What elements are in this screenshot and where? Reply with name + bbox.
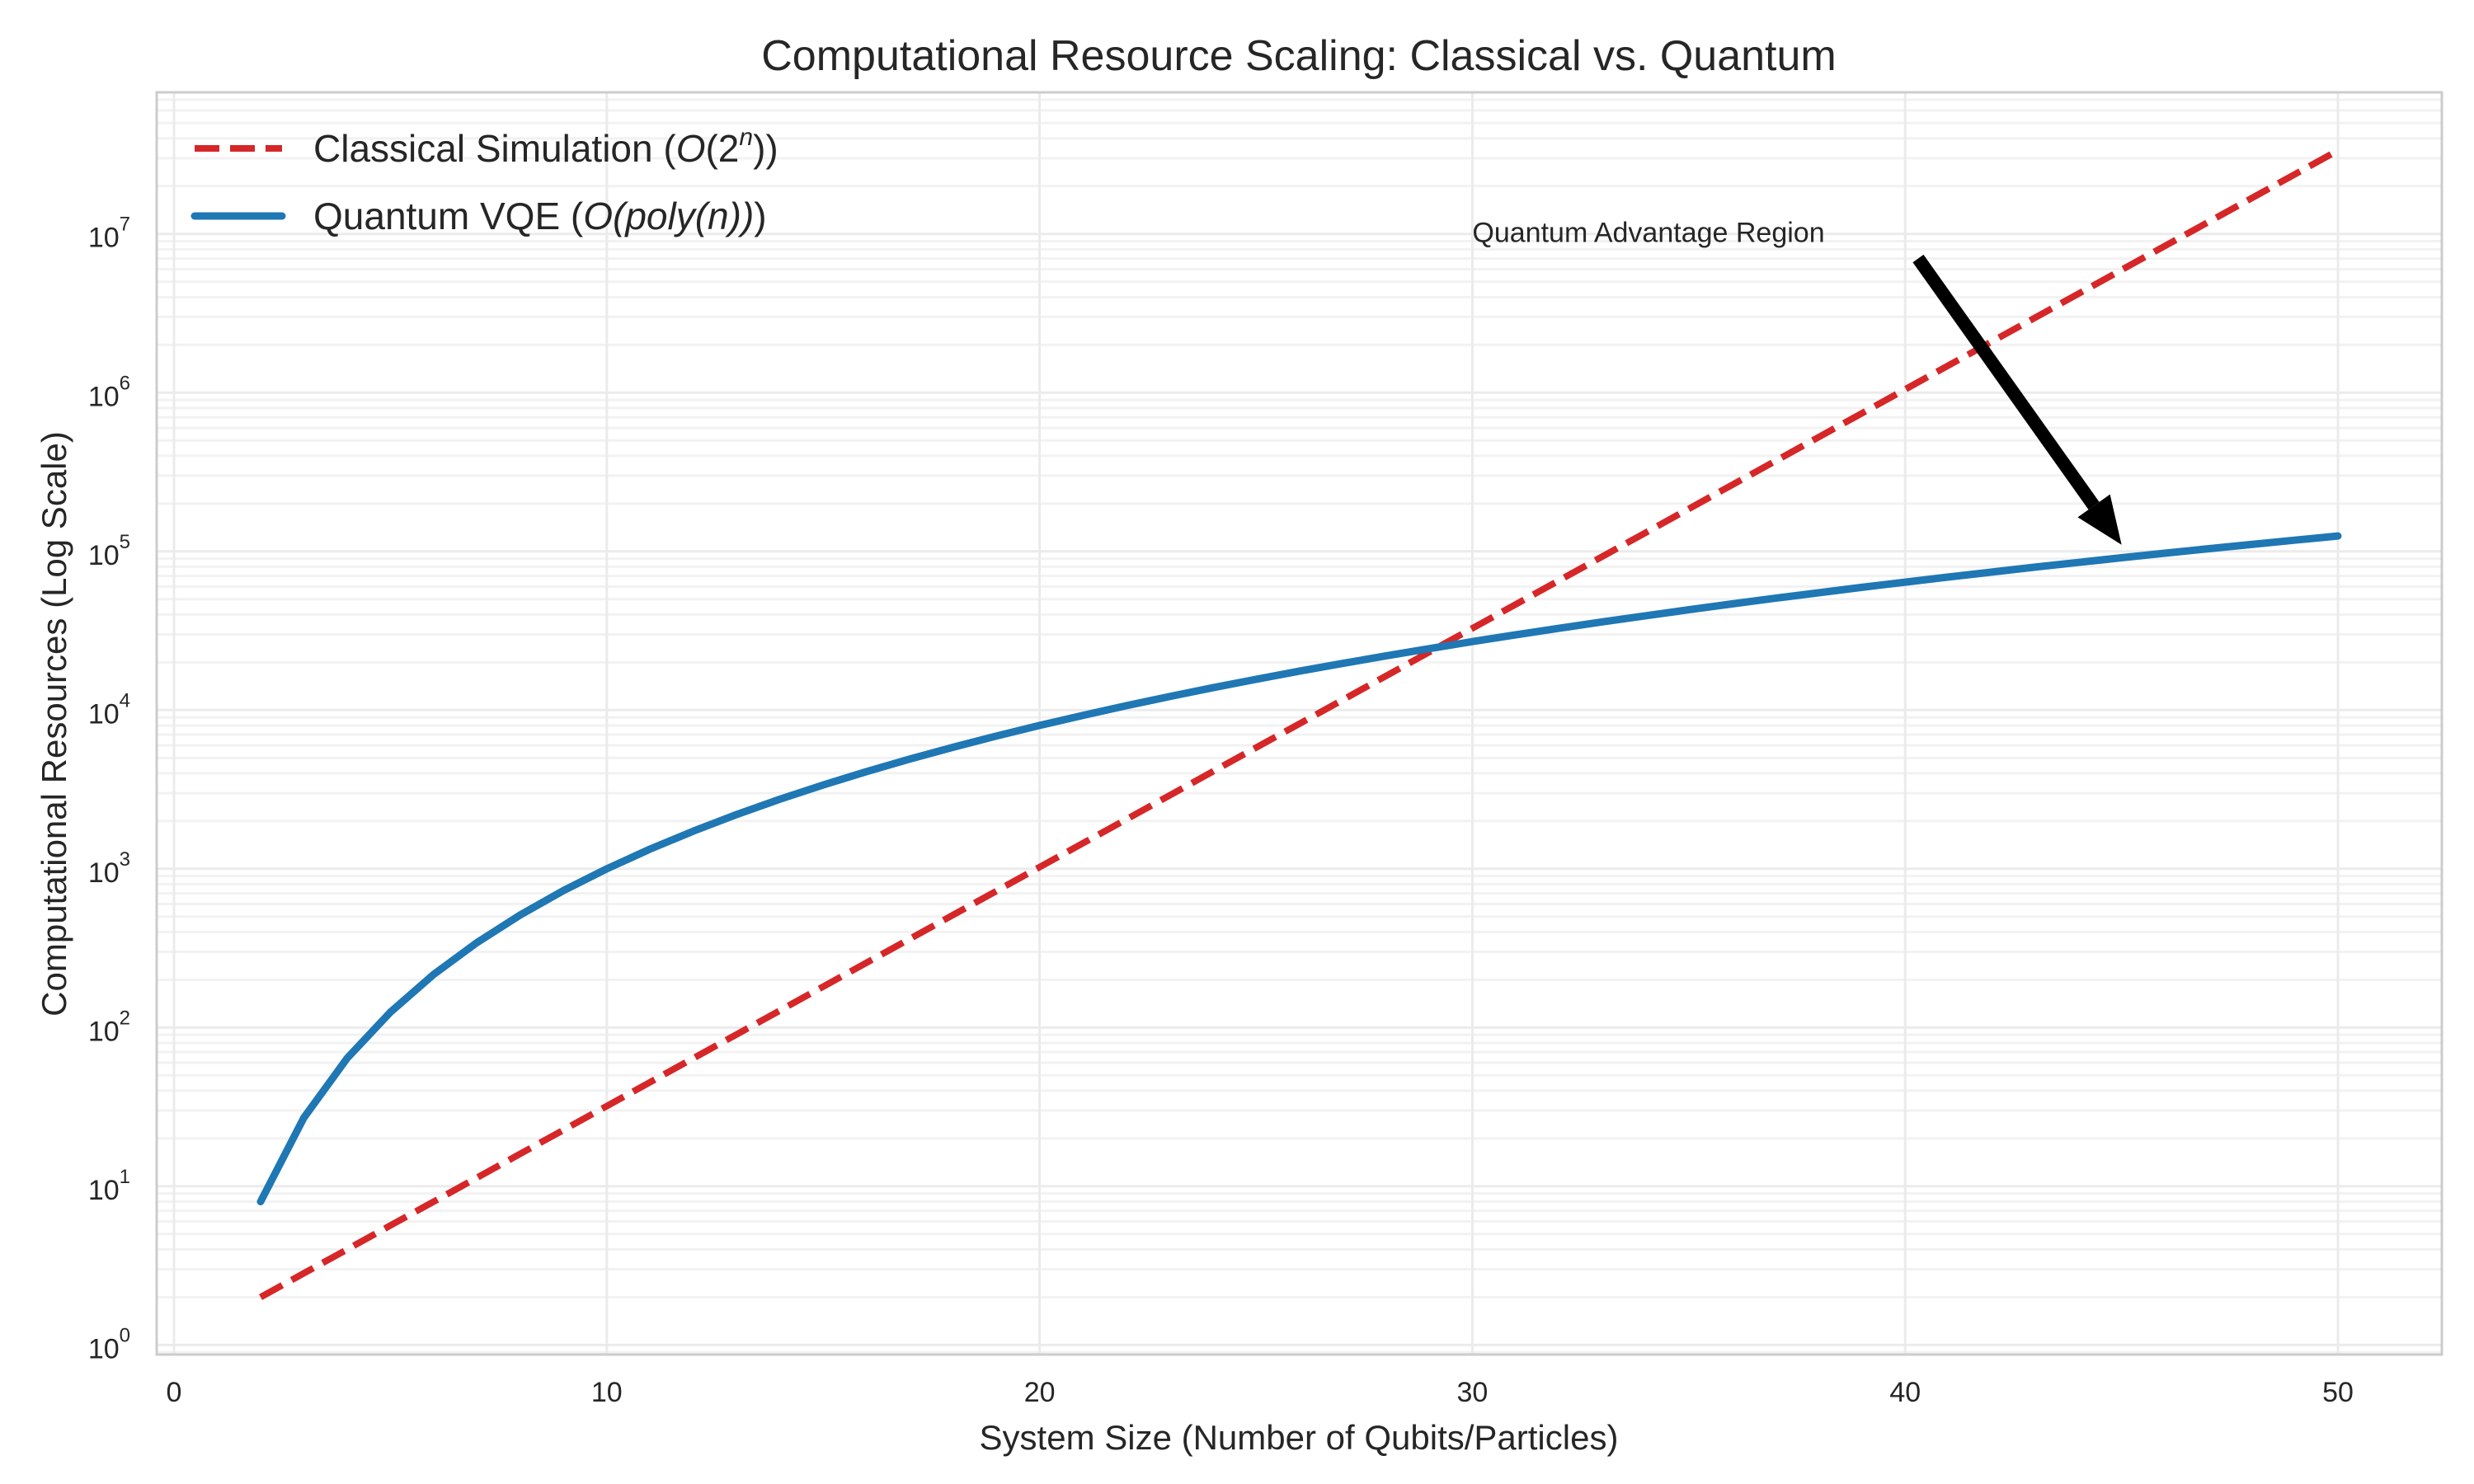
x-tick-label: 30 <box>1457 1377 1489 1408</box>
x-tick-label: 0 <box>167 1377 182 1408</box>
y-tick-label: 102 <box>88 1007 130 1047</box>
annotation-text: Quantum Advantage Region <box>1472 218 1824 249</box>
classical-series-line <box>259 148 2340 1300</box>
x-tick-labels: 0 10 20 30 40 50 <box>167 1377 2354 1408</box>
annotation-arrow-head <box>2077 494 2122 545</box>
x-tick-label: 50 <box>2322 1377 2354 1408</box>
y-axis-label: Computational Resources (Log Scale) <box>35 431 73 1017</box>
y-tick-label: 103 <box>88 848 130 889</box>
x-tick-label: 40 <box>1889 1377 1921 1408</box>
annotation-layer: Quantum Advantage Region <box>1472 218 2122 545</box>
y-tick-label: 100 <box>88 1324 130 1364</box>
y-tick-labels: 100 101 102 103 104 105 106 107 <box>88 214 130 1365</box>
legend-quantum-label: Quantum VQE (O(poly(n))) <box>313 195 767 237</box>
y-tick-label: 107 <box>88 214 130 254</box>
y-tick-label: 101 <box>88 1166 130 1206</box>
annotation-arrow-shaft <box>1912 254 2100 510</box>
y-tick-label: 106 <box>88 372 130 412</box>
x-axis-label: System Size (Number of Qubits/Particles) <box>980 1418 1619 1457</box>
quantum-series-line <box>256 532 2342 1205</box>
y-tick-label: 104 <box>88 689 130 730</box>
legend: Classical Simulation (O(2n)) Quantum VQE… <box>190 124 778 237</box>
legend-classical-label: Classical Simulation (O(2n)) <box>313 124 778 170</box>
y-tick-label: 105 <box>88 531 130 571</box>
axes-frame <box>155 91 2443 1356</box>
series-layer <box>256 148 2342 1300</box>
x-tick-label: 10 <box>591 1377 623 1408</box>
x-tick-label: 20 <box>1024 1377 1056 1408</box>
grid <box>157 92 2442 1355</box>
chart-title: Computational Resource Scaling: Classica… <box>761 32 1836 80</box>
